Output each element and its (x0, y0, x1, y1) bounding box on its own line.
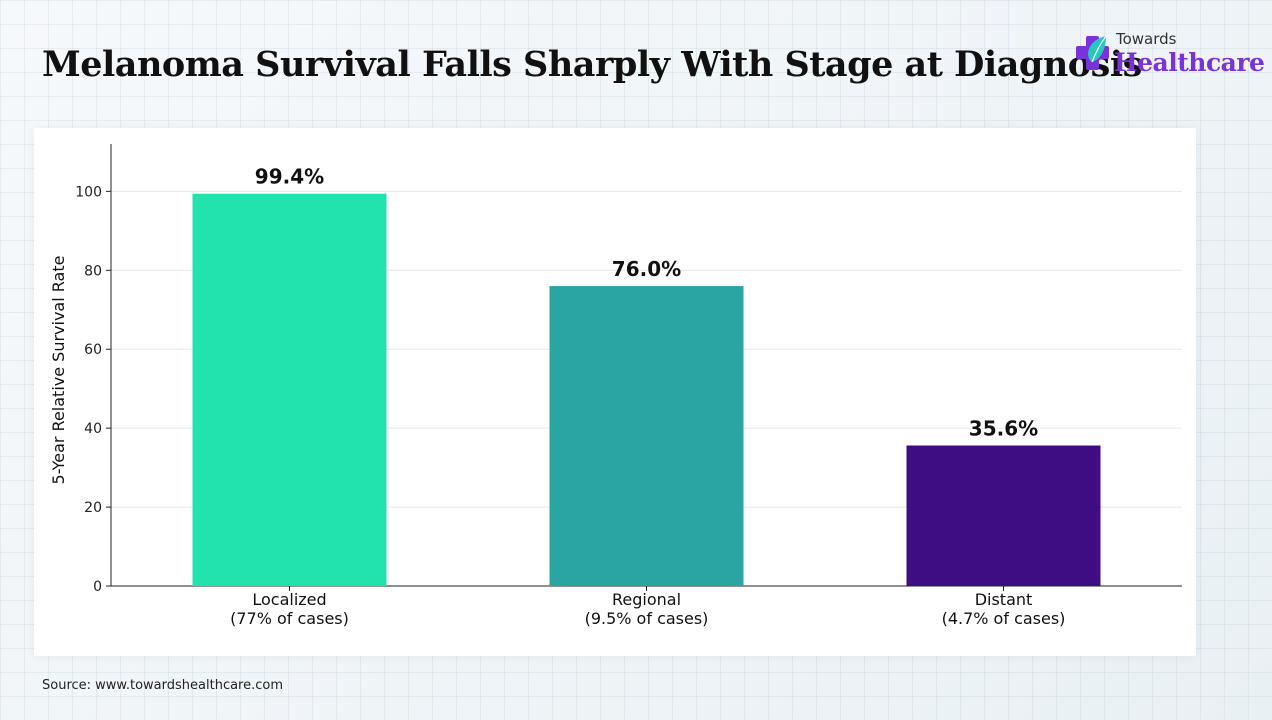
page-title: Melanoma Survival Falls Sharply With Sta… (42, 44, 1142, 85)
medical-cross-leaf-icon (1076, 35, 1109, 70)
x-tick-label: Distant (975, 590, 1033, 609)
source-note: Source: www.towardshealthcare.com (42, 678, 284, 693)
y-tick-label: 40 (84, 421, 102, 437)
y-tick-label: 0 (93, 579, 102, 595)
bar-chart: 0 20 40 60 80 100 5-Year Relative Survival Rat… (49, 144, 1182, 628)
logo-text-towards: Towards (1116, 30, 1177, 48)
brand-logo: Towards Healthcare (1072, 30, 1265, 80)
data-label: 76.0% (612, 257, 681, 281)
y-tick-label: 60 (84, 342, 102, 358)
x-tick-label: (77% of cases) (230, 609, 349, 628)
y-axis-label: 5-Year Relative Survival Rate (49, 256, 68, 485)
bar (549, 286, 744, 586)
x-tick-label: Regional (612, 590, 681, 609)
logo-text-healthcare: Healthcare (1114, 48, 1265, 77)
y-tick-label: 20 (84, 500, 102, 516)
data-label: 35.6% (969, 417, 1038, 441)
bar (192, 193, 387, 586)
y-tick-label: 80 (84, 263, 102, 279)
chart-card: 0 20 40 60 80 100 5-Year Relative Survival Rat… (34, 128, 1196, 656)
x-tick-label: Localized (252, 590, 326, 609)
y-tick-label: 100 (75, 184, 102, 200)
x-tick-label: (4.7% of cases) (942, 609, 1066, 628)
bar (906, 445, 1101, 586)
x-tick-label: (9.5% of cases) (585, 609, 709, 628)
data-label: 99.4% (255, 165, 324, 189)
